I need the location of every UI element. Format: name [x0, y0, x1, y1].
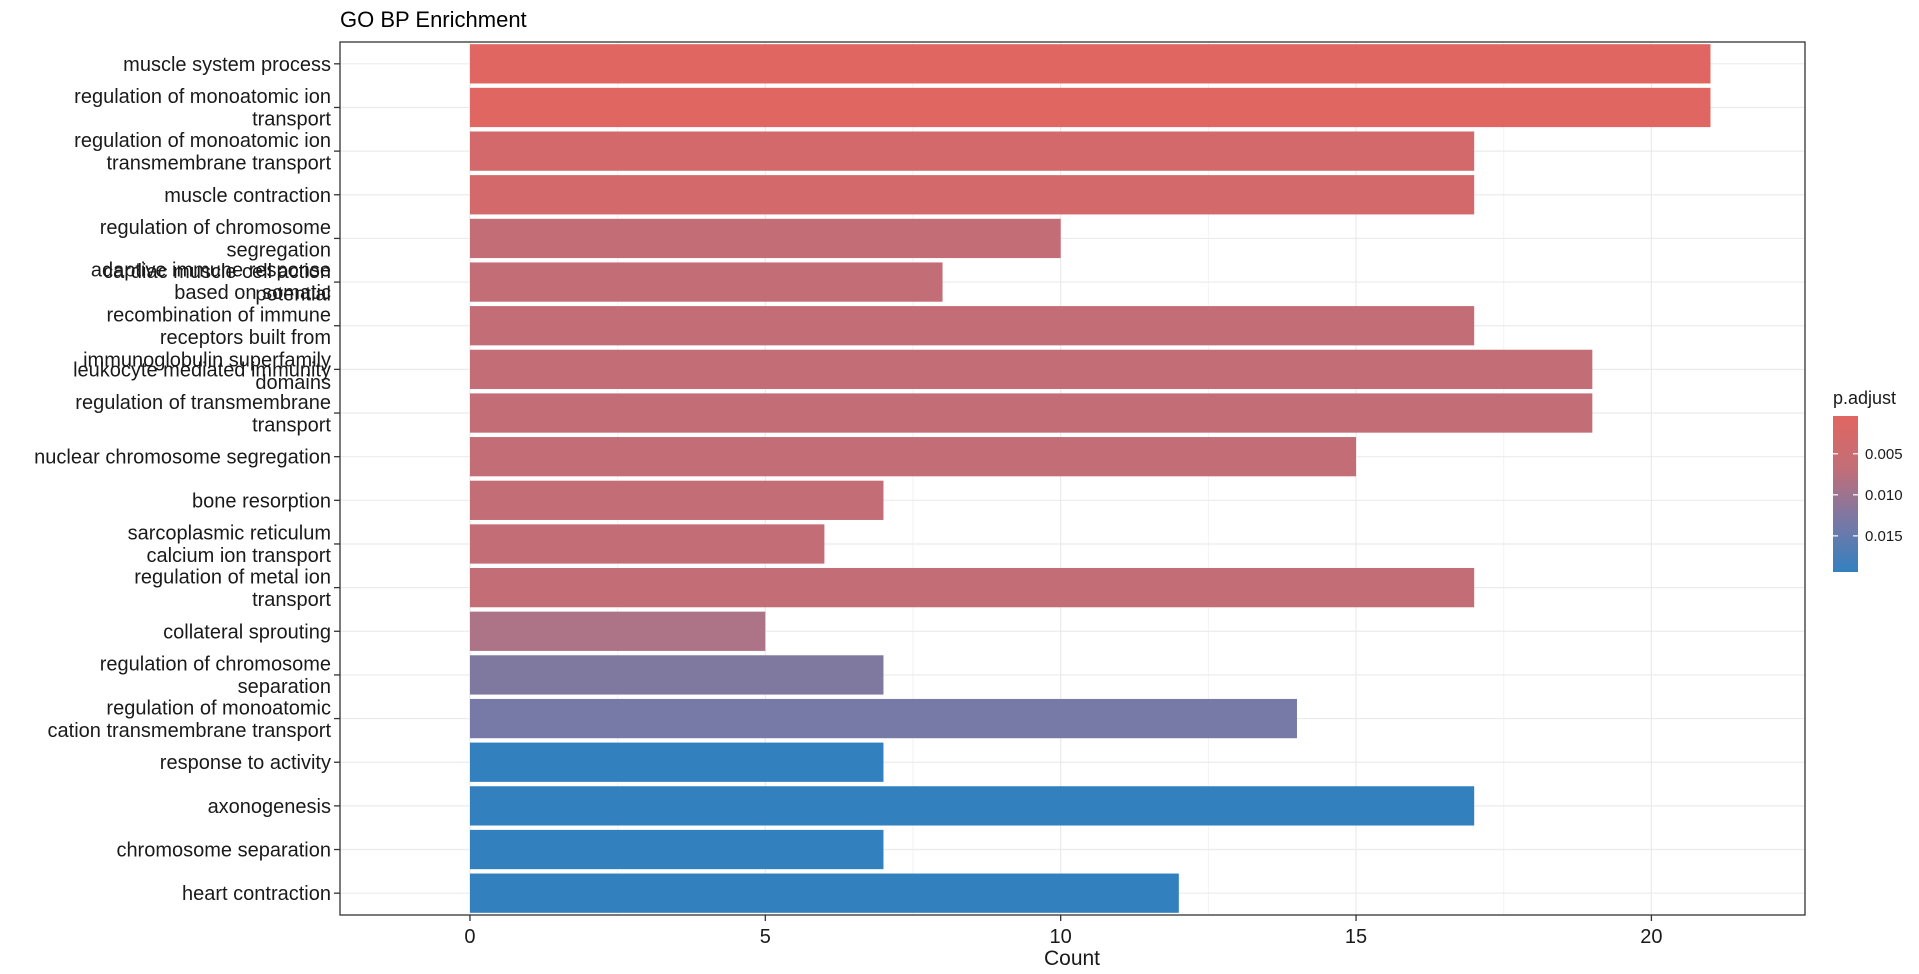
y-tick-label: cardiac muscle cell action potential	[103, 261, 331, 306]
y-tick-label: response to activity	[160, 752, 331, 774]
x-axis-title: Count	[1044, 947, 1100, 970]
plot-panel	[340, 42, 1805, 915]
y-tick-label: collateral sprouting	[163, 621, 331, 643]
bar: sarcoplasmic reticulum calcium ion trans…	[469, 524, 825, 564]
bar: axonogenesis: 17	[469, 786, 1475, 826]
x-tick-label: 20	[1640, 926, 1662, 948]
bar: regulation of chromosome segregation: 10	[469, 218, 1061, 259]
y-tick-label: nuclear chromosome segregation	[34, 447, 331, 469]
bar: response to activity: 7	[469, 742, 884, 782]
legend-tick-label: 0.010	[1865, 487, 1903, 504]
y-tick-label: regulation of chromosome segregation	[100, 217, 331, 261]
x-tick-label: 5	[760, 926, 771, 948]
bar: regulation of monoatomic ion transmembra…	[469, 131, 1475, 171]
bars: muscle system process: 21regulation of m…	[469, 44, 1711, 913]
y-tick-label: sarcoplasmic reticulum calcium ion transp…	[128, 523, 332, 568]
x-tick-label: 10	[1050, 926, 1072, 948]
legend-tick-label: 0.015	[1865, 528, 1903, 545]
x-tick-label: 0	[464, 926, 475, 948]
bar: collateral sprouting: 5	[469, 611, 766, 651]
y-tick-label: heart contraction	[182, 883, 331, 905]
legend-ticks: 0.005 0.010 0.015	[1833, 446, 1903, 545]
bar: bone resorption: 7	[469, 480, 884, 520]
y-tick-label: bone resorption	[192, 490, 331, 512]
bar: regulation of monoatomic cation transmem…	[469, 698, 1297, 739]
y-tick-label: regulation of monoatomic cation transmemb…	[48, 697, 332, 742]
bar: heart contraction: 12	[469, 873, 1179, 913]
chart-title: GO BP Enrichment	[340, 7, 527, 32]
plot-border	[339, 41, 1806, 916]
y-tick-label: muscle contraction	[164, 185, 331, 207]
y-tick-label: regulation of metal ion transport	[134, 566, 331, 611]
legend-colorbar	[1833, 416, 1858, 572]
legend-title: p.adjust	[1833, 388, 1896, 408]
y-tick-label: leukocyte mediated immunity	[73, 359, 331, 381]
y-tick-label: muscle system process	[123, 54, 331, 76]
bar: nuclear chromosome segregation: 15	[469, 437, 1357, 477]
y-tick-label: regulation of transmembrane transport	[75, 392, 331, 437]
y-tick-label: regulation of monoatomic ion transmembran…	[74, 130, 331, 175]
y-tick-label: axonogenesis	[208, 796, 331, 818]
bar: regulation of transmembrane transport: 1…	[469, 393, 1593, 433]
y-tick-label: adaptive immune response based on somatic…	[83, 259, 331, 394]
legend-tick-label: 0.005	[1865, 446, 1903, 463]
bar: adaptive immune response based on somati…	[469, 306, 1475, 346]
bar: regulation of chromosome separation: 7	[469, 655, 884, 695]
bar: chromosome separation: 7	[469, 829, 884, 870]
bar: regulation of metal ion transport: 17	[469, 567, 1475, 608]
legend: p.adjust 0.005 0.010 0.015	[1833, 388, 1903, 572]
y-tick-label: chromosome separation	[116, 840, 331, 862]
x-tick-label: 15	[1345, 926, 1367, 948]
y-tick-label: regulation of chromosome separation	[100, 654, 331, 699]
bar: muscle system process: 21	[469, 44, 1711, 84]
y-tick-label: regulation of monoatomic ion transport	[74, 86, 331, 131]
y-axis: muscle system process regulation of monoa…	[34, 54, 340, 905]
x-axis: 0 5 10 15 20	[464, 915, 1663, 948]
bar: leukocyte mediated immunity: 19	[469, 349, 1593, 390]
bar: cardiac muscle cell action potential: 8	[469, 262, 943, 302]
bar: muscle contraction: 17	[469, 175, 1475, 215]
bar: regulation of monoatomic ion transport: …	[469, 87, 1711, 128]
